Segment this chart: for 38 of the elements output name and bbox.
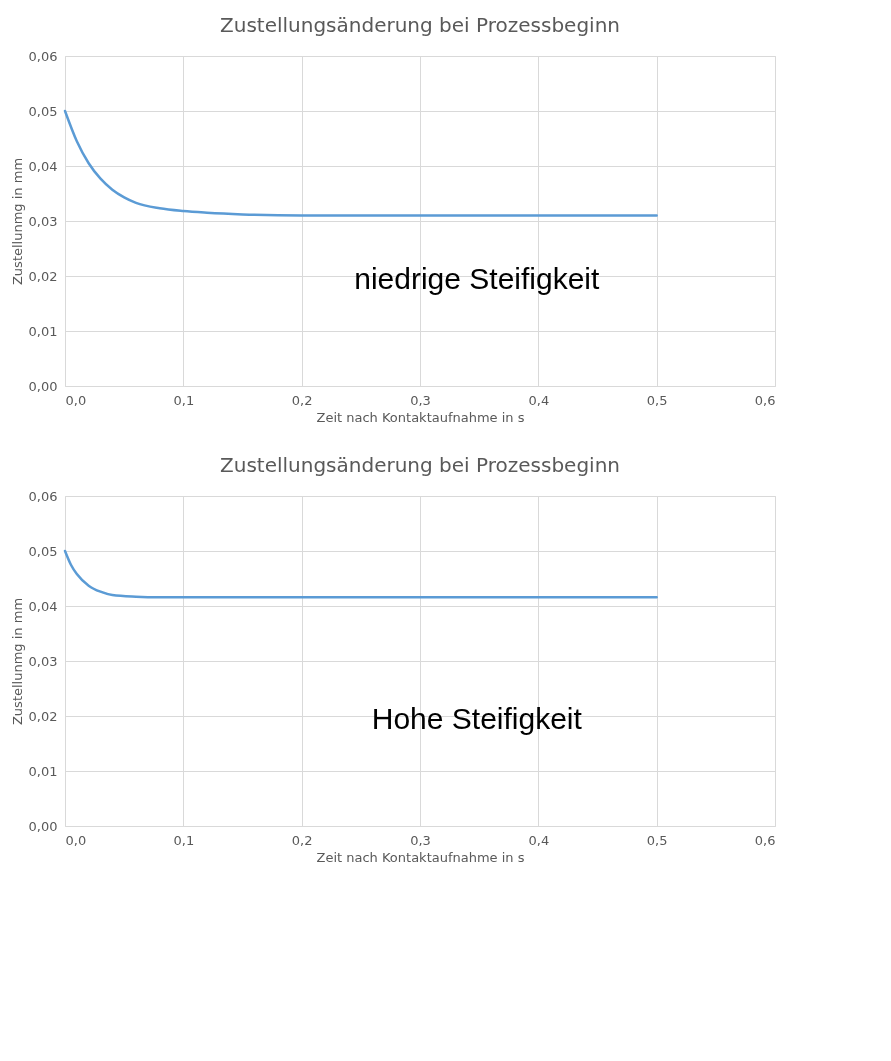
y-tick-label: 0,03 <box>28 213 58 229</box>
x-tick-label: 0,0 <box>65 832 87 848</box>
chart-title: Zustellungsänderung bei Prozessbeginn <box>220 13 620 37</box>
y-tick-label: 0,01 <box>28 763 58 779</box>
line-series <box>63 109 658 217</box>
x-tick-label: 0,1 <box>173 832 195 848</box>
x-tick-label: 0,4 <box>528 392 550 408</box>
x-tick-label: 0,3 <box>410 832 431 848</box>
y-tick-label: 0,05 <box>28 103 58 119</box>
x-axis-title: Zeit nach Kontaktaufnahme in s <box>316 849 525 865</box>
y-tick-label: 0,00 <box>28 818 58 834</box>
chart-title: Zustellungsänderung bei Prozessbeginn <box>220 453 620 477</box>
y-tick-label: 0,02 <box>28 708 58 724</box>
x-tick-label: 0,2 <box>291 392 313 408</box>
y-tick-label: 0,06 <box>28 488 58 504</box>
y-tick-label: 0,04 <box>28 598 58 614</box>
y-axis-title: Zustellunmg in mm <box>9 597 25 726</box>
y-axis-title: Zustellunmg in mm <box>9 157 25 286</box>
x-tick-label: 0,5 <box>646 832 668 848</box>
y-tick-label: 0,05 <box>28 543 58 559</box>
x-tick-label: 0,2 <box>291 832 313 848</box>
x-tick-label: 0,4 <box>528 832 550 848</box>
y-tick-label: 0,06 <box>28 48 58 64</box>
x-tick-label: 0,1 <box>173 392 195 408</box>
x-axis-title: Zeit nach Kontaktaufnahme in s <box>316 409 525 425</box>
y-tick-label: 0,03 <box>28 653 58 669</box>
y-tick-label: 0,00 <box>28 378 58 394</box>
y-tick-label: 0,02 <box>28 268 58 284</box>
y-tick-label: 0,04 <box>28 158 58 174</box>
x-tick-label: 0,3 <box>410 392 431 408</box>
x-tick-label: 0,6 <box>754 832 776 848</box>
x-tick-label: 0,6 <box>754 392 776 408</box>
annotation: niedrige Steifigkeit <box>354 262 601 296</box>
y-tick-label: 0,01 <box>28 323 58 339</box>
annotation: Hohe Steifigkeit <box>371 702 583 736</box>
x-tick-label: 0,5 <box>646 392 668 408</box>
line-series <box>63 549 658 599</box>
x-tick-label: 0,0 <box>65 392 87 408</box>
